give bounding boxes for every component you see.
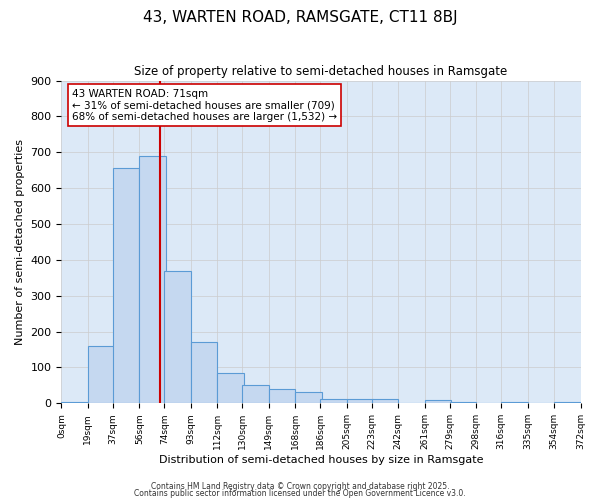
Bar bbox=[61, 402, 88, 404]
Bar bbox=[88, 346, 114, 404]
Bar bbox=[269, 389, 295, 404]
Bar bbox=[217, 373, 244, 404]
Y-axis label: Number of semi-detached properties: Number of semi-detached properties bbox=[15, 139, 25, 345]
Bar bbox=[242, 386, 269, 404]
Bar bbox=[501, 402, 527, 404]
Bar bbox=[347, 399, 373, 404]
Text: Contains HM Land Registry data © Crown copyright and database right 2025.: Contains HM Land Registry data © Crown c… bbox=[151, 482, 449, 491]
Bar bbox=[191, 342, 217, 404]
Bar bbox=[320, 398, 347, 404]
Bar bbox=[139, 156, 166, 404]
Bar bbox=[425, 400, 451, 404]
Text: 43 WARTEN ROAD: 71sqm
← 31% of semi-detached houses are smaller (709)
68% of sem: 43 WARTEN ROAD: 71sqm ← 31% of semi-deta… bbox=[72, 88, 337, 122]
Bar bbox=[372, 399, 398, 404]
Text: 43, WARTEN ROAD, RAMSGATE, CT11 8BJ: 43, WARTEN ROAD, RAMSGATE, CT11 8BJ bbox=[143, 10, 457, 25]
Bar bbox=[554, 402, 581, 404]
Text: Contains public sector information licensed under the Open Government Licence v3: Contains public sector information licen… bbox=[134, 489, 466, 498]
Title: Size of property relative to semi-detached houses in Ramsgate: Size of property relative to semi-detach… bbox=[134, 65, 508, 78]
Bar bbox=[449, 402, 476, 404]
Bar bbox=[295, 392, 322, 404]
Bar bbox=[113, 168, 139, 404]
Bar bbox=[164, 270, 191, 404]
X-axis label: Distribution of semi-detached houses by size in Ramsgate: Distribution of semi-detached houses by … bbox=[159, 455, 483, 465]
